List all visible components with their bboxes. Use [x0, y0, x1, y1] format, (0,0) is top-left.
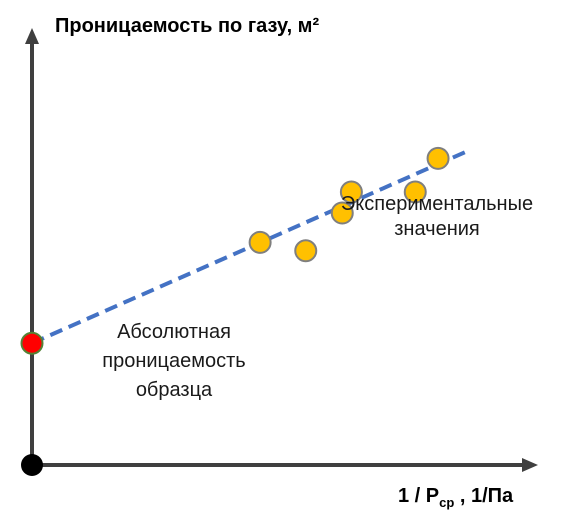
annotation-line: образца [136, 379, 213, 401]
data-point [426, 146, 450, 170]
annotation-absolute: Абсолютная проницаемость образца [102, 321, 245, 401]
axes-layer [25, 28, 538, 472]
annotation-line: значения [394, 218, 480, 240]
x-axis-arrowhead [522, 458, 538, 472]
intercept-point [20, 331, 44, 355]
labels-layer: Проницаемость по газу, м² 1 / Pср , 1/Па Э… [55, 15, 533, 510]
y-axis-arrowhead [25, 28, 39, 44]
data-point [248, 230, 272, 254]
data-point [330, 201, 354, 225]
annotation-line: Экспериментальные [341, 193, 533, 215]
data-point [339, 180, 363, 204]
series-layer [20, 146, 471, 476]
annotation-line: проницаемость [102, 350, 245, 372]
y-axis-title: Проницаемость по газу, м² [55, 15, 319, 37]
data-point [403, 180, 427, 204]
data-point [294, 239, 318, 263]
x-axis-title: 1 / Pср , 1/Па [398, 485, 514, 510]
origin-point [21, 454, 43, 476]
annotation-line: Абсолютная [117, 321, 231, 343]
annotation-experimental: Экспериментальные значения [341, 193, 533, 240]
